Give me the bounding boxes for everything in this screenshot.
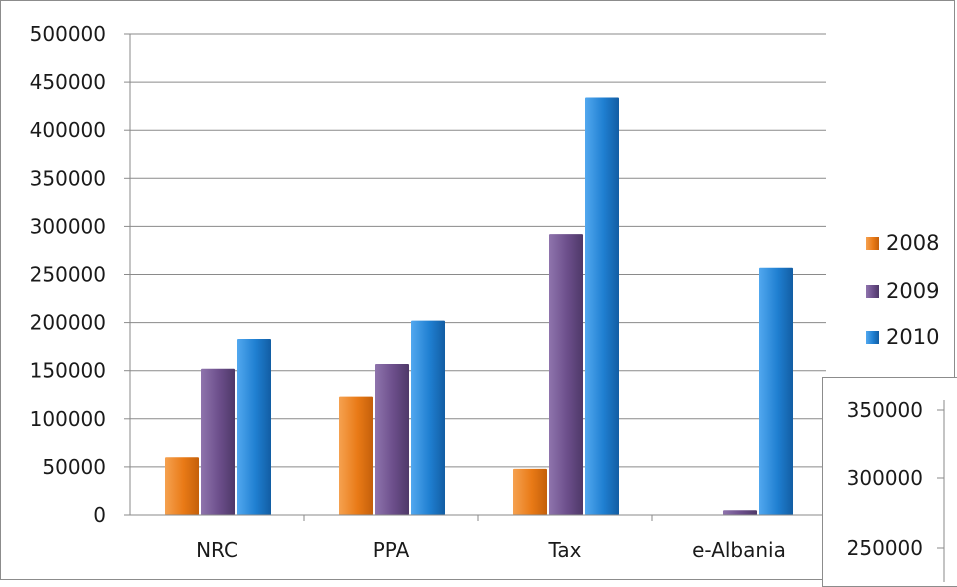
bar-2010-NRC [237,338,271,515]
bar-2009-PPA [375,363,409,515]
y-tick-label: 50000 [42,455,106,479]
y-tick-label: 250000 [30,263,106,287]
y-tick-label: 100000 [30,407,106,431]
y-tick-label: 0 [93,503,106,527]
y-tick-label: 350000 [30,166,106,190]
x-tick-label: PPA [373,538,410,562]
inset-y-tick-label: 250000 [847,536,923,560]
bar-2009-e-Albania [723,510,757,515]
x-tick-label: e-Albania [692,538,786,562]
y-tick-label: 450000 [30,70,106,94]
bar-2010-Tax [585,97,619,515]
inset-y-tick-label: 300000 [847,466,923,490]
bar-2008-NRC [165,457,199,515]
x-tick-label: NRC [196,538,238,562]
bar-2009-NRC [201,368,235,515]
y-tick-label: 300000 [30,214,106,238]
y-tick-label: 500000 [30,22,106,46]
x-tick-label: Tax [548,538,582,562]
y-tick-label: 200000 [30,311,106,335]
y-tick-label: 400000 [30,118,106,142]
bar-2008-PPA [339,396,373,515]
inset-y-tick-label: 350000 [847,398,923,422]
legend-label-2008: 2008 [886,231,939,255]
legend-label-2010: 2010 [886,325,939,349]
inset-chart-frame [822,377,957,587]
legend-label-2009: 2009 [886,279,939,303]
bar-2010-e-Albania [759,267,793,515]
legend-swatch-2008 [866,237,879,250]
bar-2008-Tax [513,468,547,515]
y-tick-label: 150000 [30,359,106,383]
bar-2010-PPA [411,320,445,515]
legend-swatch-2010 [866,331,879,344]
bar-2009-Tax [549,234,583,515]
legend-swatch-2009 [866,285,879,298]
